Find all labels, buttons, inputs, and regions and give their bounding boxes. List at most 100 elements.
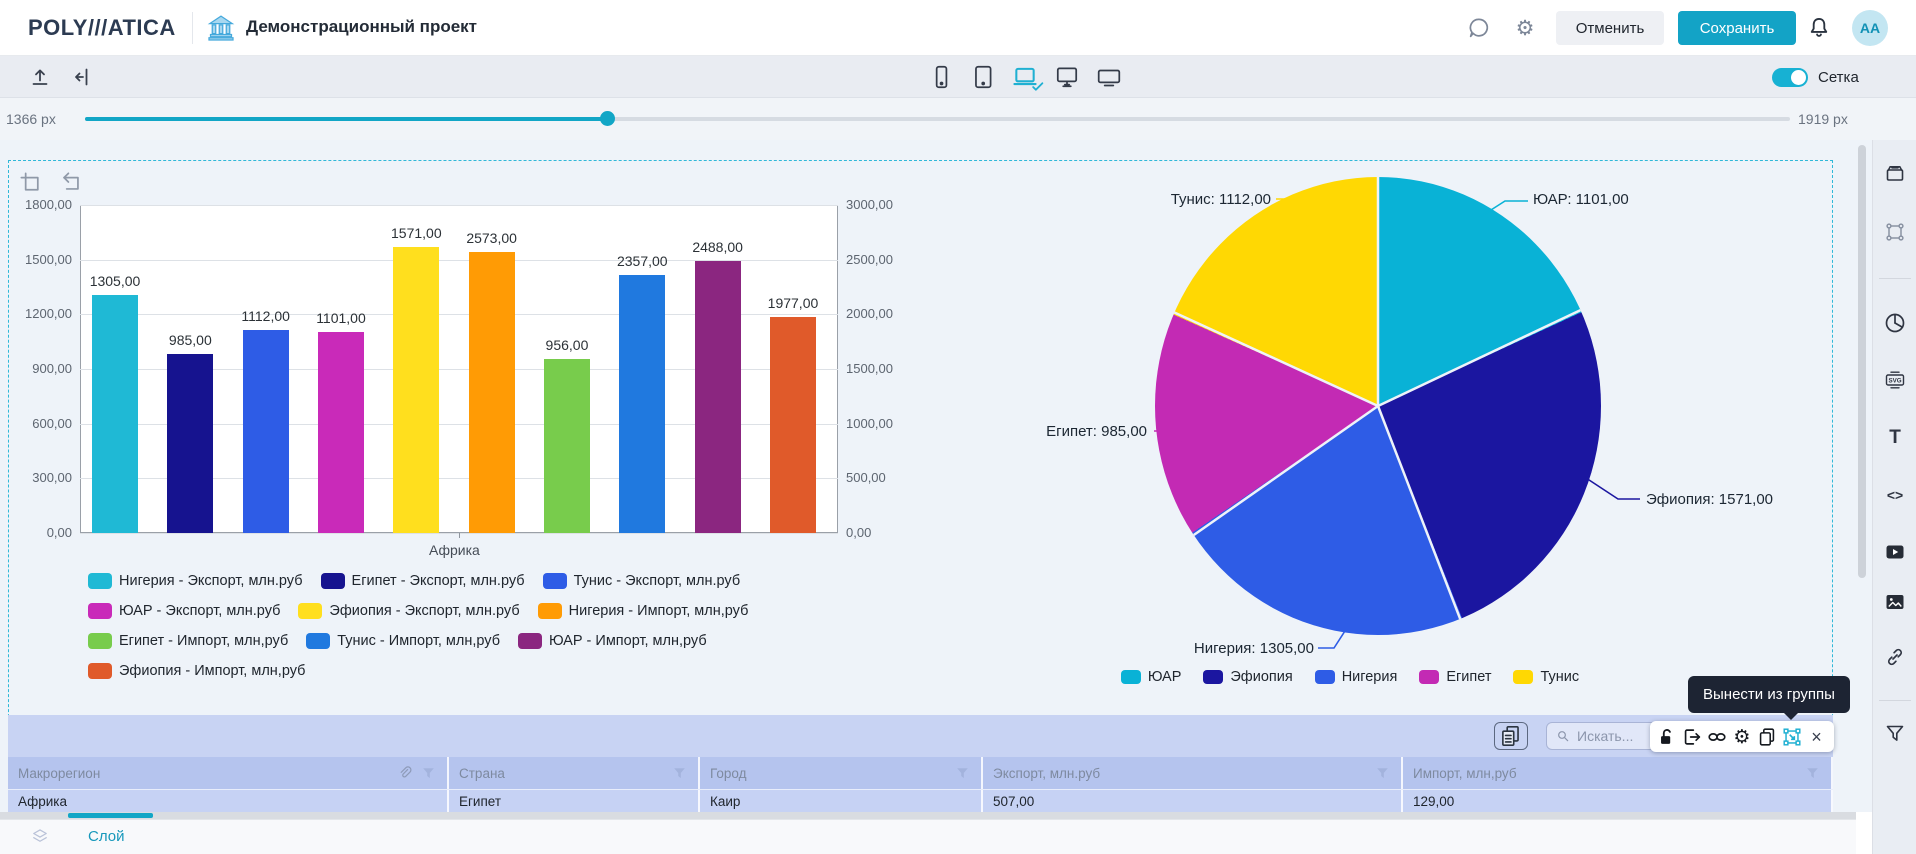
bar[interactable] bbox=[543, 359, 590, 533]
width-slider-fill bbox=[85, 117, 607, 121]
bar[interactable] bbox=[167, 354, 214, 533]
layer-tab[interactable]: Слой bbox=[88, 828, 125, 845]
pie-slice-label: Эфиопия: 1571,00 bbox=[1646, 491, 1774, 508]
legend-item[interactable]: Эфиопия - Экспорт, млн.руб bbox=[298, 603, 520, 619]
copy-table-button[interactable] bbox=[1494, 722, 1528, 750]
legend-item[interactable]: Нигерия - Импорт, млн,руб bbox=[537, 603, 748, 619]
bar[interactable] bbox=[92, 295, 138, 533]
gear-icon[interactable]: ⚙ bbox=[1515, 16, 1535, 40]
gridline bbox=[80, 259, 838, 261]
column-header[interactable]: Город bbox=[700, 757, 983, 789]
column-label: Город bbox=[710, 765, 747, 781]
desktop-device-icon[interactable] bbox=[1054, 64, 1080, 90]
copy-icon[interactable] bbox=[1756, 726, 1778, 748]
column-header[interactable]: Импорт, млн,руб bbox=[1403, 757, 1833, 789]
bell-icon[interactable] bbox=[1806, 15, 1832, 41]
close-icon[interactable]: × bbox=[1811, 726, 1822, 747]
ungroup-icon[interactable] bbox=[1781, 726, 1803, 748]
bar[interactable] bbox=[769, 317, 816, 533]
left-axis-tick: 900,00 bbox=[32, 361, 72, 376]
svg-text:SVG: SVG bbox=[1888, 378, 1901, 385]
tv-device-icon[interactable] bbox=[1096, 64, 1122, 90]
pie-legend-item[interactable]: Нигерия bbox=[1314, 669, 1397, 685]
table-cell[interactable]: 129,00 bbox=[1403, 790, 1833, 812]
bar[interactable] bbox=[393, 247, 440, 533]
legend-swatch bbox=[542, 573, 567, 589]
add-frame-icon[interactable] bbox=[16, 169, 44, 195]
legend-item[interactable]: Египет - Экспорт, млн.руб bbox=[320, 573, 525, 589]
filter-icon[interactable] bbox=[420, 765, 437, 782]
attach-icon[interactable] bbox=[397, 765, 414, 782]
legend-swatch bbox=[1314, 670, 1335, 684]
legend-item[interactable]: ЮАР - Импорт, млн,руб bbox=[518, 633, 707, 649]
pie-legend-item[interactable]: Египет bbox=[1419, 669, 1491, 685]
filter-icon[interactable] bbox=[954, 765, 971, 782]
insert-left-icon[interactable] bbox=[72, 65, 96, 89]
horizontal-scrollbar[interactable] bbox=[0, 812, 1856, 819]
sidebar-funnel-icon[interactable] bbox=[1883, 722, 1907, 746]
table-row[interactable]: Африка Египет Каир 507,00 129,00 bbox=[8, 789, 1833, 812]
filter-icon[interactable] bbox=[1374, 765, 1391, 782]
filter-icon[interactable] bbox=[671, 765, 688, 782]
legend-item[interactable]: Эфиопия - Импорт, млн,руб bbox=[88, 663, 305, 679]
bar-legend-row: Египет - Импорт, млн,руб Тунис - Импорт, … bbox=[88, 633, 707, 649]
sidebar-image-icon[interactable] bbox=[1883, 590, 1907, 614]
scroll-thumb[interactable] bbox=[68, 813, 153, 818]
device-switcher bbox=[928, 64, 1122, 91]
pie-legend-item[interactable]: ЮАР bbox=[1120, 669, 1181, 685]
legend-item[interactable]: Египет - Импорт, млн,руб bbox=[88, 633, 288, 649]
legend-item[interactable]: ЮАР - Экспорт, млн.руб bbox=[88, 603, 280, 619]
tablet-device-icon[interactable] bbox=[970, 64, 996, 90]
width-slider-knob[interactable] bbox=[600, 111, 615, 126]
chat-icon[interactable] bbox=[1466, 15, 1492, 41]
filter-icon[interactable] bbox=[1804, 765, 1821, 782]
pie-slice-label: ЮАР: 1101,00 bbox=[1533, 191, 1629, 208]
column-header[interactable]: Макрорегион bbox=[8, 757, 449, 789]
cancel-button[interactable]: Отменить bbox=[1556, 11, 1664, 45]
vertical-scrollbar[interactable] bbox=[1858, 145, 1866, 578]
pie-chart-widget[interactable] bbox=[1155, 177, 1601, 635]
link-icon[interactable] bbox=[1706, 726, 1728, 748]
sidebar-video-icon[interactable] bbox=[1883, 540, 1907, 564]
save-button[interactable]: Сохранить bbox=[1678, 11, 1796, 45]
export-icon[interactable] bbox=[1681, 726, 1703, 748]
bar[interactable] bbox=[317, 332, 364, 533]
legend-swatch bbox=[88, 663, 112, 679]
bar[interactable] bbox=[619, 275, 666, 533]
lock-open-icon[interactable] bbox=[1656, 726, 1678, 748]
sidebar-tray-icon[interactable] bbox=[1883, 162, 1907, 186]
bar[interactable] bbox=[694, 261, 741, 533]
legend-item[interactable]: Тунис - Экспорт, млн.руб bbox=[542, 573, 740, 589]
sidebar-svg-badge-icon[interactable]: SVG bbox=[1883, 368, 1907, 392]
table-cell[interactable]: Африка bbox=[8, 790, 449, 812]
undo-frame-icon[interactable] bbox=[57, 169, 85, 195]
legend-item[interactable]: Тунис - Импорт, млн,руб bbox=[306, 633, 500, 649]
sidebar-text-icon[interactable]: T bbox=[1889, 427, 1901, 448]
legend-item[interactable]: Нигерия - Экспорт, млн.руб bbox=[88, 573, 303, 589]
bar[interactable] bbox=[242, 330, 289, 533]
width-slider-track[interactable] bbox=[85, 111, 1790, 126]
pie-legend-item[interactable]: Тунис bbox=[1513, 669, 1579, 685]
sidebar-chain-icon[interactable] bbox=[1883, 645, 1907, 669]
column-header[interactable]: Страна bbox=[449, 757, 700, 789]
table-cell[interactable]: 507,00 bbox=[983, 790, 1403, 812]
sidebar-pie-chart-icon[interactable] bbox=[1883, 311, 1907, 335]
bar-legend-row: Эфиопия - Импорт, млн,руб bbox=[88, 663, 305, 679]
bar[interactable] bbox=[468, 252, 515, 533]
sidebar-frame-icon[interactable] bbox=[1883, 220, 1907, 244]
avatar[interactable]: AA bbox=[1852, 10, 1888, 46]
laptop-device-icon[interactable] bbox=[1012, 64, 1044, 91]
gear-icon[interactable]: ⚙ bbox=[1733, 725, 1751, 748]
sidebar-divider bbox=[1879, 700, 1911, 701]
table-cell[interactable]: Египет bbox=[449, 790, 700, 812]
grid-toggle[interactable] bbox=[1772, 68, 1808, 87]
upload-icon[interactable] bbox=[28, 65, 52, 89]
bar-value-label: 1571,00 bbox=[391, 225, 442, 241]
phone-device-icon[interactable] bbox=[928, 64, 954, 90]
column-header[interactable]: Экспорт, млн.руб bbox=[983, 757, 1403, 789]
sidebar-code-icon[interactable]: <> bbox=[1886, 487, 1904, 503]
pie-legend-item[interactable]: Эфиопия bbox=[1203, 669, 1293, 685]
table-cell[interactable]: Каир bbox=[700, 790, 983, 812]
legend-swatch bbox=[537, 603, 562, 619]
bar-value-label: 1977,00 bbox=[767, 295, 819, 311]
